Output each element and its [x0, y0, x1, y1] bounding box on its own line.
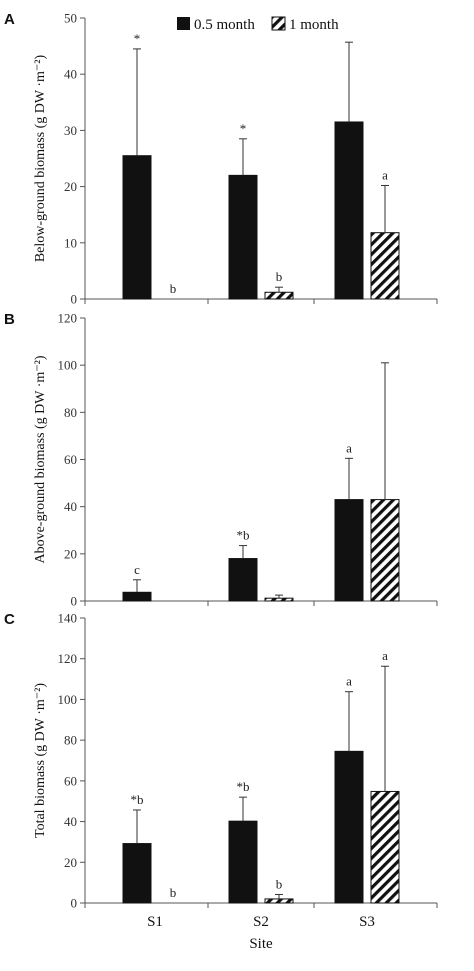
y-tick-label: 100 — [58, 692, 78, 707]
significance-label: * — [240, 121, 247, 136]
legend-swatch-series1 — [177, 17, 190, 30]
y-tick-label: 20 — [64, 179, 77, 194]
bar-one-month — [264, 291, 294, 300]
bar-one-month — [264, 597, 294, 602]
y-tick-label: 140 — [58, 611, 78, 626]
bar-half-month — [334, 121, 364, 300]
significance-label: * — [134, 31, 141, 46]
panel-letter: A — [4, 11, 15, 28]
significance-label: c — [134, 562, 140, 577]
bar-half-month — [122, 155, 152, 300]
bar-half-month — [228, 174, 258, 300]
y-axis-title: Above-ground biomass (g DW ·m⁻²) — [33, 355, 48, 563]
y-tick-label: 40 — [64, 67, 77, 82]
y-tick-label: 120 — [58, 651, 78, 666]
legend: 0.5 month 1 month — [177, 16, 339, 33]
chart-panels: A 0 10 20 30 40 50 Below-ground biomass (g DW ·… — [4, 11, 438, 930]
y-tick-label: 10 — [64, 235, 77, 250]
significance-label: b — [276, 269, 283, 284]
panel-a: A 0 10 20 30 40 50 Below-ground biomass (g DW ·… — [4, 11, 438, 307]
y-tick-label: 50 — [64, 11, 77, 26]
bar-half-month — [228, 820, 258, 904]
panel-letter: C — [4, 611, 15, 628]
bar-half-month — [122, 843, 152, 904]
x-tick-label: S1 — [147, 914, 163, 930]
bar-one-month — [370, 790, 400, 904]
y-axis-title: Total biomass (g DW ·m⁻²) — [33, 683, 48, 838]
y-tick-label: 120 — [58, 311, 78, 326]
y-tick-label: 40 — [64, 499, 77, 514]
bar-one-month — [370, 232, 400, 300]
legend-swatch-series2 — [271, 16, 286, 31]
y-tick-label: 40 — [64, 814, 77, 829]
y-tick-label: 20 — [64, 546, 77, 561]
significance-label: b — [276, 876, 283, 891]
y-tick-label: 20 — [64, 855, 77, 870]
y-tick-label: 60 — [64, 452, 77, 467]
bar-half-month — [228, 558, 258, 602]
significance-label: a — [382, 648, 388, 663]
significance-label: a — [346, 674, 352, 689]
significance-label: *b — [131, 792, 144, 807]
bar-one-month — [370, 499, 400, 602]
bar-half-month — [334, 750, 364, 904]
x-tick-label: S2 — [253, 914, 269, 930]
panel-b: B 0 20 40 60 80 100 120 Above-ground biomass (g … — [4, 311, 438, 609]
bar-one-month — [264, 898, 294, 904]
significance-label: *b — [237, 779, 250, 794]
significance-label: b — [170, 281, 177, 296]
significance-label: a — [346, 440, 352, 455]
legend-label-series1: 0.5 month — [194, 17, 255, 33]
bar-half-month — [334, 499, 364, 602]
significance-label: b — [170, 885, 177, 900]
x-axis-title: Site — [249, 936, 273, 952]
y-tick-label: 0 — [71, 896, 78, 911]
y-tick-label: 60 — [64, 773, 77, 788]
y-tick-label: 0 — [71, 292, 78, 307]
y-tick-label: 80 — [64, 405, 77, 420]
panel-letter: B — [4, 311, 15, 328]
y-tick-label: 100 — [58, 358, 78, 373]
panel-c: C 0 20 40 60 80 100 120 140 Total biomass (g DW ·… — [4, 611, 438, 930]
significance-label: *b — [237, 528, 250, 543]
significance-label: a — [382, 167, 388, 182]
x-tick-label: S3 — [359, 914, 375, 930]
y-tick-label: 0 — [71, 594, 78, 609]
bar-half-month — [122, 591, 152, 602]
y-tick-label: 80 — [64, 733, 77, 748]
y-axis-title: Below-ground biomass (g DW ·m⁻²) — [33, 55, 48, 263]
y-tick-label: 30 — [64, 123, 77, 138]
legend-label-series2: 1 month — [289, 17, 339, 33]
